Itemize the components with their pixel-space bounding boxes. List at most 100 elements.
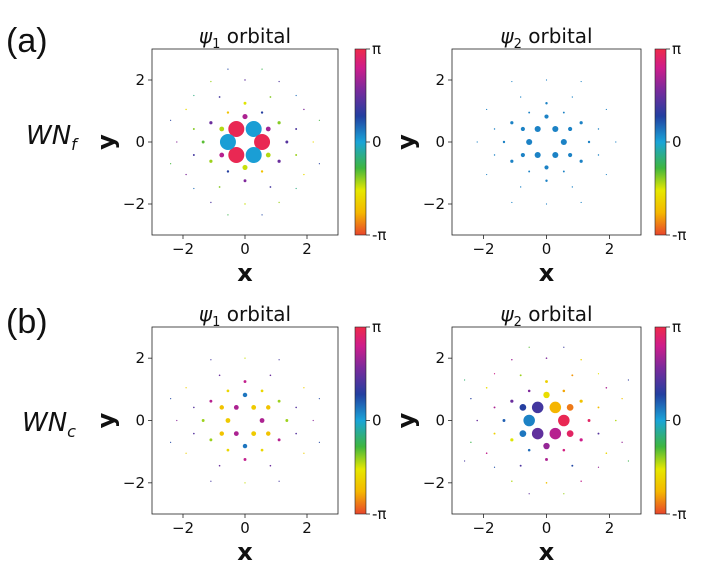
data-point: [587, 419, 591, 422]
data-point: [563, 493, 565, 495]
x-axis-label: x: [539, 538, 555, 566]
chart-title: ψ1 orbital: [199, 302, 291, 330]
data-point: [562, 448, 566, 452]
data-point: [209, 399, 213, 403]
data-point: [511, 201, 513, 204]
data-point: [493, 432, 496, 435]
data-point: [597, 406, 600, 409]
data-point: [562, 111, 565, 114]
data-point: [210, 359, 212, 361]
data-point: [295, 432, 297, 435]
colorbar-tick-label: -π: [672, 226, 686, 244]
data-point: [534, 125, 541, 133]
data-point: [210, 201, 212, 204]
wn-label-b: WNc: [22, 408, 76, 441]
data-point: [549, 427, 562, 440]
data-point: [266, 431, 271, 436]
data-point: [218, 96, 221, 98]
data-point: [485, 386, 488, 389]
data-point: [244, 482, 246, 484]
data-point: [170, 398, 172, 400]
data-point: [265, 126, 271, 132]
data-point: [318, 119, 320, 121]
data-point: [170, 119, 172, 121]
data-point: [219, 431, 224, 436]
data-point: [193, 187, 195, 190]
data-point: [520, 186, 522, 188]
x-tick-label: −2: [472, 519, 494, 537]
y-axis-label: y: [92, 134, 120, 150]
data-point: [545, 482, 548, 484]
wn-label-a: WNf: [26, 121, 79, 154]
data-point: [493, 466, 496, 468]
data-point: [242, 114, 248, 120]
data-point: [470, 441, 472, 443]
data-point: [571, 186, 573, 188]
y-tick-label: −2: [123, 474, 145, 492]
data-point: [201, 140, 205, 144]
chart-title-symbol: ψ: [500, 24, 514, 48]
wn-label-b-sub: c: [67, 422, 76, 441]
data-point: [552, 151, 559, 159]
data-point: [493, 373, 496, 375]
data-point: [519, 464, 522, 467]
data-point: [185, 387, 187, 389]
x-tick-label: 2: [605, 240, 615, 258]
data-point: [218, 464, 221, 467]
data-point: [519, 374, 522, 377]
data-point: [295, 128, 298, 130]
data-point: [261, 68, 263, 70]
data-point: [242, 443, 248, 449]
data-point: [228, 147, 245, 164]
data-point: [520, 152, 525, 158]
data-point: [278, 480, 280, 482]
x-tick-label: 2: [302, 519, 312, 537]
data-point: [185, 108, 187, 111]
data-point: [243, 380, 247, 383]
colorbar-tick-label: 0: [372, 412, 382, 430]
data-point: [502, 419, 506, 422]
data-point: [605, 452, 608, 455]
colorbar-tick-label: π: [672, 318, 681, 336]
y-tick-label: 2: [435, 71, 445, 89]
data-point: [318, 441, 320, 443]
colorbar-tick-label: -π: [672, 505, 686, 523]
data-point: [260, 448, 264, 452]
wn-label-a-sub: f: [71, 135, 79, 154]
colorbar-tick-label: -π: [372, 505, 386, 523]
data-point: [510, 159, 514, 163]
data-point: [580, 80, 582, 83]
y-axis-label: y: [392, 412, 420, 428]
data-point: [476, 419, 479, 422]
x-tick-label: −2: [172, 240, 194, 258]
data-point: [193, 94, 195, 97]
data-point: [579, 159, 583, 163]
data-point: [545, 79, 548, 81]
data-point: [621, 441, 623, 443]
x-axis-label: x: [539, 259, 555, 287]
data-point: [464, 379, 466, 381]
data-point: [571, 96, 573, 98]
x-tick-label: 2: [605, 519, 615, 537]
y-tick-label: 0: [435, 412, 445, 430]
data-point: [227, 68, 229, 70]
data-point: [312, 419, 314, 422]
data-point: [228, 120, 245, 137]
data-point: [318, 398, 320, 400]
data-point: [219, 126, 225, 132]
data-point: [295, 187, 297, 190]
y-tick-label: −2: [123, 195, 145, 213]
chart-panel: ψ1 orbital −2 0 2 −2 0 2 x y π 0 -π: [92, 302, 386, 566]
y-tick-label: 0: [135, 133, 145, 151]
data-point: [511, 359, 513, 361]
data-point: [545, 179, 548, 182]
data-point: [597, 154, 600, 156]
data-point: [226, 448, 230, 452]
data-point: [510, 399, 514, 403]
data-point: [597, 466, 600, 468]
data-point: [193, 432, 195, 435]
wn-label-a-main: WN: [26, 121, 71, 151]
data-point: [170, 163, 172, 165]
data-point: [269, 374, 272, 377]
data-point: [209, 121, 213, 125]
